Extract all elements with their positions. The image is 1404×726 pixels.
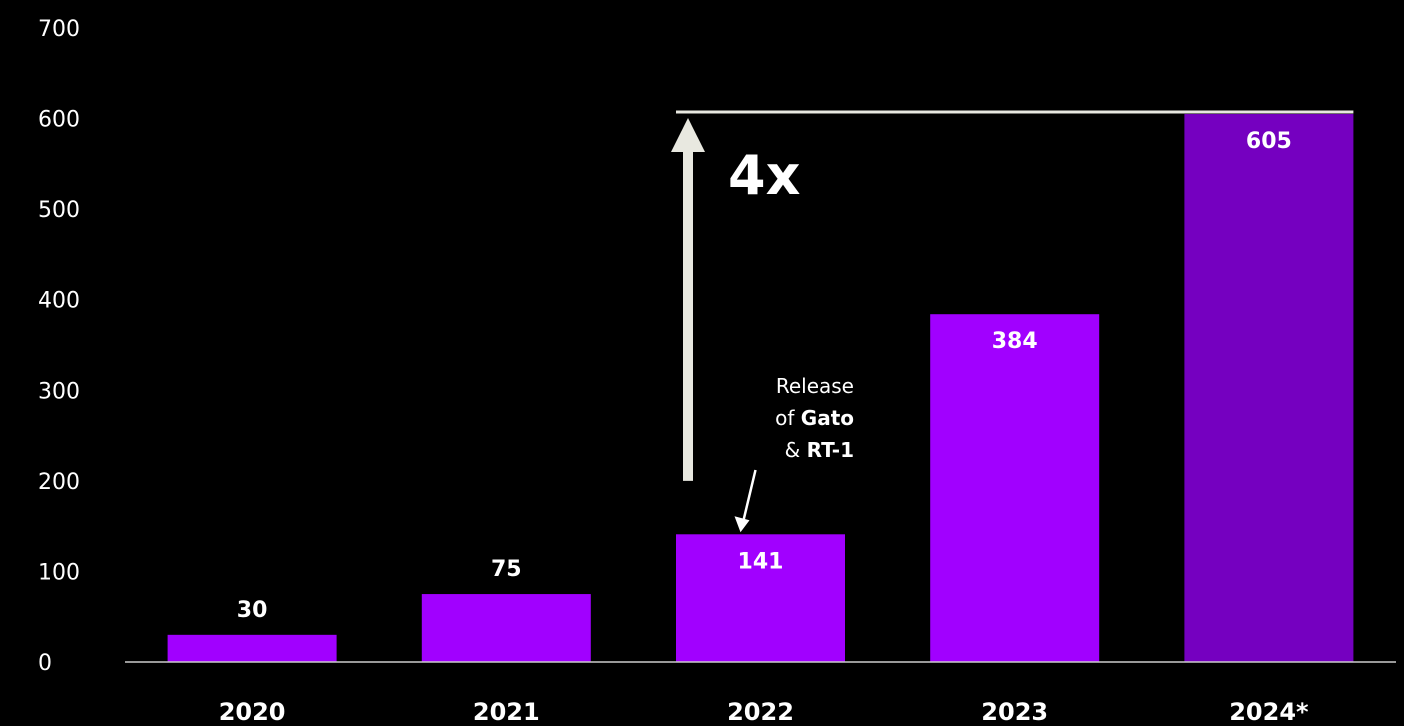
bar-2022 bbox=[676, 534, 845, 662]
y-axis-ticks: 0 100 200 300 400 500 600 700 bbox=[38, 17, 80, 676]
release-note-rt1: RT-1 bbox=[807, 438, 854, 462]
growth-multiplier-label: 4x bbox=[728, 144, 801, 207]
x-tick-label: 2020 bbox=[219, 698, 286, 726]
x-tick-label: 2023 bbox=[981, 698, 1048, 726]
x-tick-label: 2022 bbox=[727, 698, 794, 726]
y-tick-label: 100 bbox=[38, 560, 80, 585]
growth-arrow-head bbox=[671, 118, 705, 153]
y-tick-label: 400 bbox=[38, 289, 80, 314]
release-note-gato: Gato bbox=[801, 406, 854, 430]
y-tick-label: 300 bbox=[38, 379, 80, 404]
release-note-line2: of Gato bbox=[775, 406, 854, 430]
release-note-arrow-shaft bbox=[742, 469, 757, 521]
y-tick-label: 600 bbox=[38, 108, 80, 133]
bar-2021 bbox=[421, 594, 591, 662]
x-tick-label: 2024* bbox=[1229, 698, 1309, 726]
growth-annotation: 4x bbox=[671, 110, 1354, 481]
y-tick-label: 200 bbox=[38, 470, 80, 495]
value-label: 384 bbox=[992, 329, 1038, 354]
value-label: 75 bbox=[491, 557, 522, 582]
bars bbox=[167, 114, 1354, 663]
release-note-line3: & RT-1 bbox=[785, 438, 854, 462]
x-axis-labels: 2020 2021 2022 2023 2024* bbox=[219, 698, 1309, 726]
y-tick-label: 500 bbox=[38, 198, 80, 223]
bar-2024 bbox=[1184, 114, 1354, 663]
release-note-line2-prefix: of bbox=[775, 406, 801, 430]
release-note-arrow-head bbox=[734, 516, 750, 533]
value-labels: 30 75 141 384 605 bbox=[237, 129, 1292, 623]
bar-2020 bbox=[167, 634, 337, 662]
value-label: 605 bbox=[1246, 129, 1292, 154]
y-tick-label: 0 bbox=[38, 651, 52, 676]
value-label: 141 bbox=[738, 549, 784, 574]
x-tick-label: 2021 bbox=[473, 698, 540, 726]
release-note-line3-prefix: & bbox=[785, 438, 807, 462]
y-tick-label: 700 bbox=[38, 17, 80, 42]
value-label: 30 bbox=[237, 598, 268, 623]
release-note-line1: Release bbox=[776, 374, 854, 398]
bar-2023 bbox=[930, 314, 1100, 662]
release-note: Release of Gato & RT-1 bbox=[734, 374, 854, 533]
